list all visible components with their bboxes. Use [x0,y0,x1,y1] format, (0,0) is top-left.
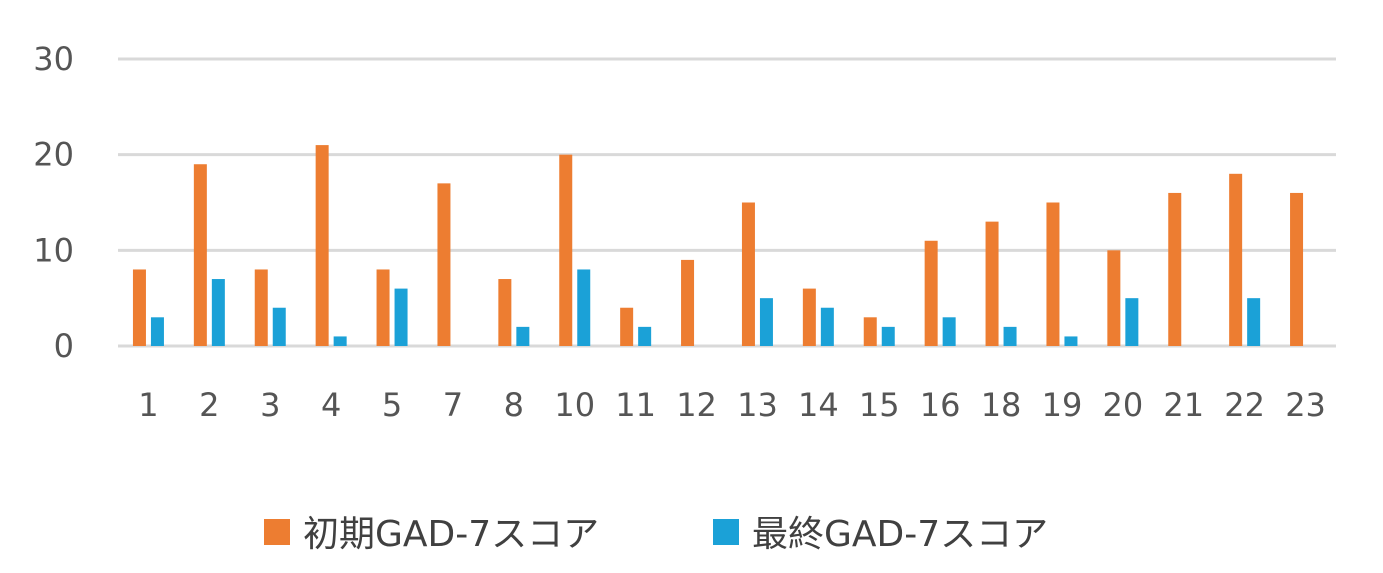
bar-final-13 [759,298,773,346]
bar-initial-13 [741,202,755,346]
x-tick-label: 12 [676,386,717,424]
bar-final-3 [272,307,286,346]
gridlines [118,57,1336,348]
y-tick-label: 20 [33,136,74,174]
bar-initial-21 [1168,192,1182,346]
y-axis-labels: 0 10 20 30 [33,40,74,365]
bar-initial-12 [681,259,695,346]
x-tick-label: 2 [199,386,219,424]
bar-final-22 [1247,298,1261,346]
y-tick-label: 30 [33,40,74,78]
bar-final-2 [211,279,225,346]
x-tick-label: 4 [321,386,341,424]
bar-initial-8 [498,279,512,346]
x-tick-label: 7 [443,386,463,424]
bar-initial-10 [559,154,573,346]
bar-initial-1 [132,269,146,346]
x-tick-label: 15 [859,386,900,424]
bar-initial-18 [985,221,999,346]
bars [132,145,1304,346]
legend: 初期GAD-7スコア 最終GAD-7スコア [264,514,1048,555]
bar-final-5 [394,288,408,346]
legend-swatch-initial [264,519,290,545]
x-tick-label: 18 [981,386,1022,424]
y-tick-label: 10 [33,231,74,269]
bar-final-14 [820,307,834,346]
bar-initial-5 [376,269,390,346]
bar-initial-22 [1229,173,1243,346]
x-tick-label: 13 [737,386,778,424]
bar-initial-7 [437,183,451,346]
x-tick-label: 5 [382,386,402,424]
bar-initial-20 [1107,250,1121,346]
bar-initial-4 [315,145,329,346]
bar-final-1 [150,317,164,346]
bar-initial-11 [620,307,634,346]
x-tick-label: 19 [1042,386,1083,424]
bar-initial-14 [802,288,816,346]
x-tick-label: 21 [1163,386,1204,424]
bar-final-16 [942,317,956,346]
bar-final-10 [577,269,591,346]
x-tick-label: 20 [1102,386,1143,424]
legend-label-initial: 初期GAD-7スコア [303,514,599,555]
bar-initial-2 [193,164,207,346]
x-tick-label: 10 [554,386,595,424]
y-tick-label: 0 [54,327,74,365]
x-axis-labels: 1 2 3 4 5 7 8 10 11 12 13 14 15 16 18 19 20 21 22 23 [138,386,1326,424]
bar-final-15 [881,326,895,346]
x-tick-label: 1 [138,386,158,424]
bar-initial-19 [1046,202,1060,346]
bar-final-4 [333,336,347,346]
x-tick-label: 22 [1224,386,1265,424]
x-tick-label: 23 [1285,386,1326,424]
bar-final-19 [1064,336,1078,346]
x-tick-label: 8 [504,386,524,424]
legend-label-final: 最終GAD-7スコア [752,514,1048,555]
bar-final-8 [516,326,530,346]
bar-initial-15 [863,317,877,346]
bar-final-18 [1003,326,1017,346]
bar-initial-16 [924,240,938,346]
bar-final-20 [1125,298,1139,346]
bar-final-11 [638,326,652,346]
x-tick-label: 11 [615,386,656,424]
bar-initial-3 [254,269,268,346]
x-tick-label: 16 [920,386,961,424]
x-tick-label: 14 [798,386,839,424]
x-tick-label: 3 [260,386,280,424]
bar-initial-23 [1290,192,1304,346]
legend-swatch-final [713,519,739,545]
